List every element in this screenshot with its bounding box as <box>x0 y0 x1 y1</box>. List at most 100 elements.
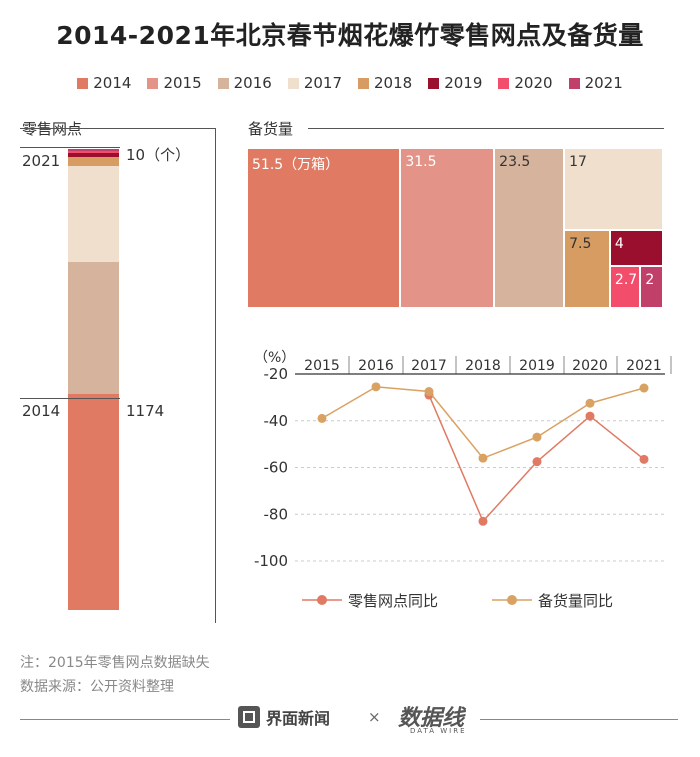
treemap-cell-2020: 2.7 <box>610 266 642 309</box>
series-point <box>532 457 542 467</box>
series-point <box>424 387 434 397</box>
footer-rule-right <box>480 719 678 720</box>
color-legend: 2014 2015 2016 2017 2018 2019 2020 2021 <box>0 74 700 92</box>
legend-label: 2019 <box>444 74 483 92</box>
legend-swatch <box>217 77 229 89</box>
bar-2021-year-label: 2021 <box>22 152 61 170</box>
jiemian-logo: 界面新闻 <box>238 705 330 729</box>
series-point <box>371 382 381 392</box>
series-point <box>478 453 488 463</box>
line-legend-marker <box>317 595 327 605</box>
bar-segment-2016 <box>68 261 119 394</box>
x-tick-label: 2018 <box>465 358 501 374</box>
x-tick-label: 2020 <box>572 358 608 374</box>
treemap-label-2017: 17 <box>569 154 587 170</box>
jiemian-logo-icon <box>238 706 260 728</box>
treemap-label-2020: 2.7 <box>614 271 638 288</box>
chart-title: 2014-2021年北京春节烟花爆竹零售网点及备货量 <box>56 21 644 50</box>
x-tick-label: 2019 <box>519 358 555 374</box>
legend-item-2021: 2021 <box>568 74 623 92</box>
treemap-label-2018: 7.5 <box>569 235 592 252</box>
treemap-cell-2021: 2 <box>641 266 664 309</box>
series-line-0 <box>428 394 645 523</box>
treemap-label-2016: 23.5 <box>499 154 531 170</box>
y-tick-label: -100 <box>254 552 288 570</box>
legend-label: 2016 <box>233 74 272 92</box>
datawire-logo-sub: DATA WIRE <box>410 727 467 735</box>
legend-item-2014: 2014 <box>77 74 131 92</box>
legend-label: 2018 <box>374 74 413 92</box>
footnote: 注：2015年零售网点数据缺失 <box>20 655 210 671</box>
treemap-cell-2015: 31.5 <box>401 149 496 309</box>
bar-top-rule <box>20 147 120 148</box>
footer-rule-left <box>20 719 230 720</box>
left-panel-divider <box>215 128 216 623</box>
treemap-cell-2014: 51.5（万箱） <box>248 149 402 309</box>
legend-swatch <box>287 77 299 89</box>
left-header-rule <box>20 128 216 129</box>
treemap-label-2019: 4 <box>614 235 624 252</box>
x-tick-label: 2017 <box>411 358 447 374</box>
bar-2014-value-label: 1174 <box>126 402 165 420</box>
brand-separator: × <box>368 708 381 726</box>
legend-swatch <box>498 77 510 89</box>
legend-swatch <box>428 77 440 89</box>
bar-segment-2021 <box>68 149 119 151</box>
bar-segment-2014 <box>68 393 119 610</box>
bar-2014-year-label: 2014 <box>22 402 61 420</box>
series-point <box>317 413 327 423</box>
series-point <box>639 383 649 393</box>
legend-item-2017: 2017 <box>287 74 342 92</box>
jiemian-logo-text: 界面新闻 <box>266 709 331 728</box>
series-line-1 <box>321 386 645 460</box>
legend-item-2016: 2016 <box>217 74 272 92</box>
y-tick-label: -40 <box>264 412 289 430</box>
series-point <box>639 454 649 464</box>
bar-segment-2018 <box>68 156 119 166</box>
series-point <box>478 516 488 526</box>
bar-2014-rule <box>20 398 120 399</box>
x-tick-label: 2016 <box>358 358 394 374</box>
treemap-label-2014: 51.5（万箱） <box>252 157 340 173</box>
datawire-logo: 数据线 <box>398 706 465 731</box>
legend-item-2018: 2018 <box>358 74 412 92</box>
line-legend-marker <box>507 595 517 605</box>
treemap-cell-2019: 4 <box>610 230 664 267</box>
stock-volume-label: 备货量 <box>248 120 294 138</box>
data-source: 数据来源：公开资料整理 <box>20 679 174 695</box>
bar-segment-2020 <box>68 150 119 154</box>
y-tick-label: -60 <box>264 459 289 477</box>
legend-swatch <box>147 77 159 89</box>
bar-segment-2017 <box>68 165 119 262</box>
treemap-cell-2016: 23.5 <box>495 149 566 309</box>
y-tick-label: -80 <box>264 505 289 523</box>
treemap-label-2015: 31.5 <box>405 154 437 170</box>
x-tick-label: 2015 <box>304 358 340 374</box>
line-legend-label: 备货量同比 <box>538 592 613 610</box>
legend-item-2020: 2020 <box>498 74 553 92</box>
x-tick-label: 2021 <box>626 358 662 374</box>
legend-label: 2017 <box>303 74 342 92</box>
legend-swatch <box>568 77 580 89</box>
legend-item-2019: 2019 <box>428 74 482 92</box>
legend-label: 2020 <box>514 74 553 92</box>
bar-segment-2019 <box>68 153 119 157</box>
legend-swatch <box>77 77 89 89</box>
treemap-cell-2018: 7.5 <box>565 230 611 309</box>
legend-item-2015: 2015 <box>147 74 202 92</box>
bar-2021-value-label: 10（个） <box>126 146 191 164</box>
line-legend-label: 零售网点同比 <box>348 592 438 610</box>
series-point <box>532 432 542 442</box>
y-axis-unit: （%） <box>254 350 295 366</box>
treemap-label-2021: 2 <box>645 271 655 288</box>
right-header-rule <box>308 128 664 129</box>
legend-swatch <box>358 77 369 89</box>
legend-label: 2015 <box>163 74 202 92</box>
series-point <box>585 398 595 408</box>
legend-label: 2014 <box>93 74 132 92</box>
legend-label: 2021 <box>584 74 623 92</box>
series-point <box>585 411 595 421</box>
treemap-cell-2017: 17 <box>565 149 664 231</box>
series-point <box>424 390 434 400</box>
y-tick-label: -20 <box>264 365 289 383</box>
